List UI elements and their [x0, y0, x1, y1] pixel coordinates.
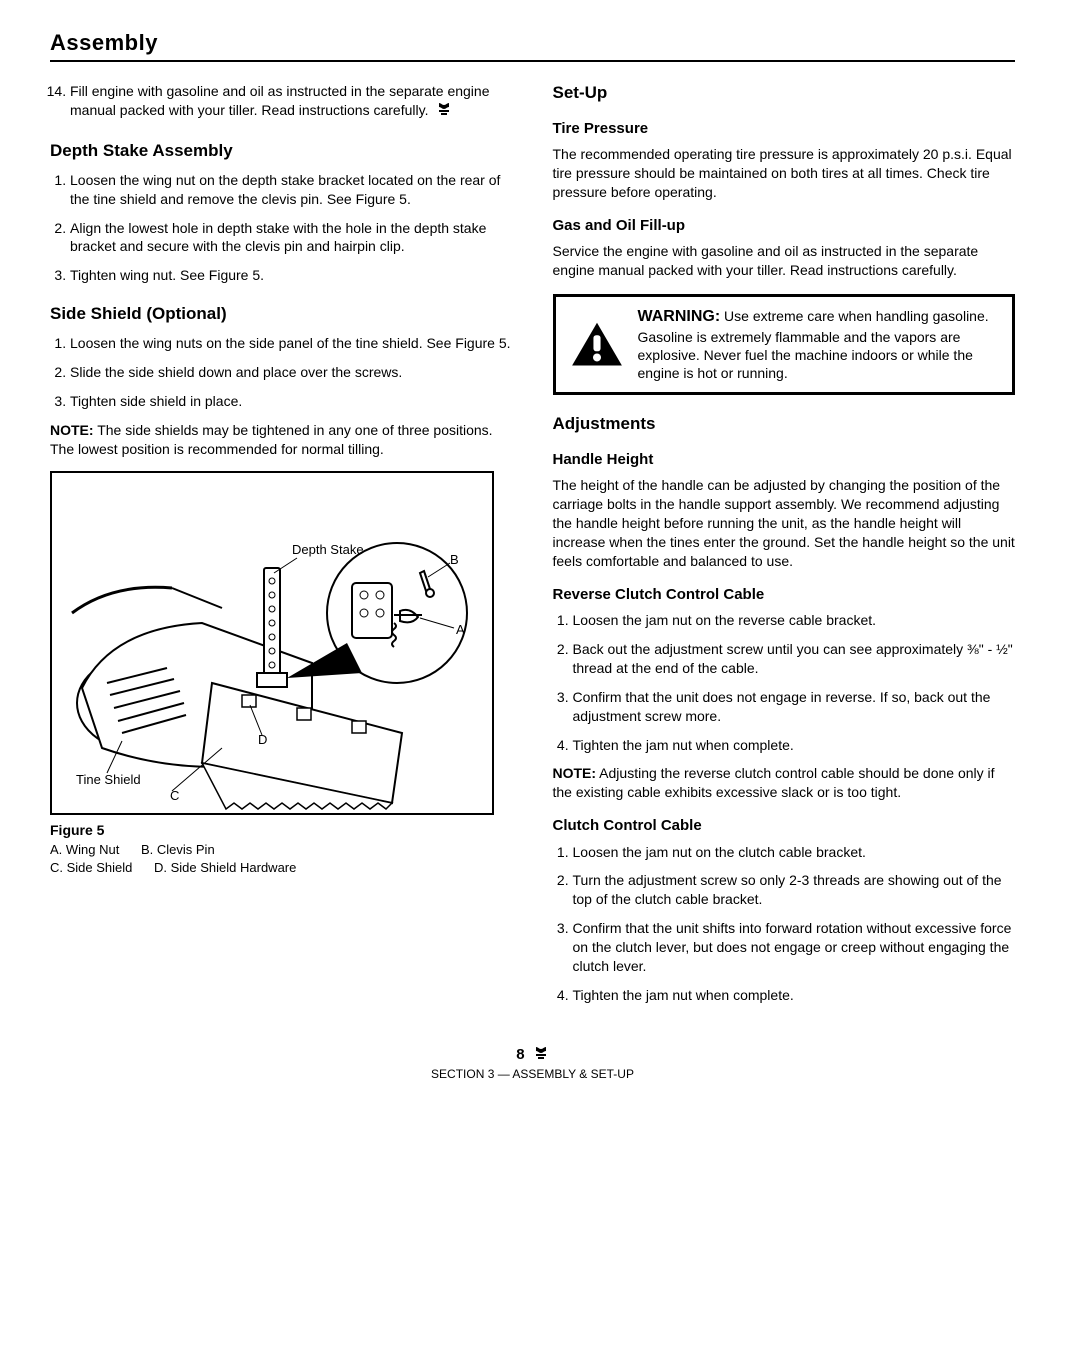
legend-d: D. Side Shield Hardware [154, 859, 296, 877]
rev-item-2: Back out the adjustment screw until you … [573, 640, 1016, 678]
heading-tire: Tire Pressure [553, 119, 1016, 139]
heading-adjustments: Adjustments [553, 413, 1016, 436]
legend-c: C. Side Shield [50, 859, 132, 877]
left-column: Fill engine with gasoline and oil as ins… [50, 82, 513, 1015]
fig-label-c: C [170, 787, 179, 805]
step-14-text: Fill engine with gasoline and oil as ins… [70, 83, 490, 118]
warning-box: WARNING: Use extreme care when handling … [553, 294, 1016, 395]
heading-handle: Handle Height [553, 450, 1016, 470]
depth-item-3: Tighten wing nut. See Figure 5. [70, 266, 513, 285]
step-14: Fill engine with gasoline and oil as ins… [70, 82, 513, 122]
right-column: Set-Up Tire Pressure The recommended ope… [553, 82, 1016, 1015]
logo-icon [436, 101, 452, 122]
footer-logo-icon [533, 1045, 549, 1065]
depth-item-2: Align the lowest hole in depth stake wit… [70, 219, 513, 257]
reverse-note: NOTE: Adjusting the reverse clutch contr… [553, 764, 1016, 802]
clutch-item-2: Turn the adjustment screw so only 2-3 th… [573, 871, 1016, 909]
heading-clutch: Clutch Control Cable [553, 816, 1016, 836]
note-text: The side shields may be tightened in any… [50, 422, 493, 457]
section-title: Assembly [50, 30, 1015, 56]
figure-5: Depth Stake B A Tine Shield C D [50, 471, 494, 815]
fig-label-d: D [258, 731, 267, 749]
clutch-item-3: Confirm that the unit shifts into forwar… [573, 919, 1016, 976]
footer-section: SECTION 3 — ASSEMBLY & SET-UP [50, 1067, 1015, 1081]
warning-title: WARNING: [638, 308, 721, 325]
heading-side-shield: Side Shield (Optional) [50, 303, 513, 326]
rev-item-1: Loosen the jam nut on the reverse cable … [573, 611, 1016, 630]
page-footer: 8 SECTION 3 — ASSEMBLY & SET-UP [50, 1045, 1015, 1081]
note-label-2: NOTE: [553, 765, 597, 781]
side-item-2: Slide the side shield down and place ove… [70, 363, 513, 382]
clutch-item-1: Loosen the jam nut on the clutch cable b… [573, 843, 1016, 862]
legend-a: A. Wing Nut [50, 841, 119, 859]
rev-item-3: Confirm that the unit does not engage in… [573, 688, 1016, 726]
handle-text: The height of the handle can be adjusted… [553, 476, 1016, 570]
page-number: 8 [516, 1046, 524, 1063]
heading-depth-stake: Depth Stake Assembly [50, 140, 513, 163]
legend-b: B. Clevis Pin [141, 841, 215, 859]
side-item-3: Tighten side shield in place. [70, 392, 513, 411]
divider [50, 60, 1015, 62]
figure-caption: Figure 5 [50, 821, 513, 840]
figure-legend: A. Wing Nut B. Clevis Pin C. Side Shield… [50, 841, 513, 876]
fig-label-depth: Depth Stake [292, 541, 364, 559]
rev-item-4: Tighten the jam nut when complete. [573, 736, 1016, 755]
note-label: NOTE: [50, 422, 94, 438]
heading-reverse: Reverse Clutch Control Cable [553, 585, 1016, 605]
clutch-item-4: Tighten the jam nut when complete. [573, 986, 1016, 1005]
side-item-1: Loosen the wing nuts on the side panel o… [70, 334, 513, 353]
side-shield-note: NOTE: The side shields may be tightened … [50, 421, 513, 459]
fig-label-b: B [450, 551, 459, 569]
depth-item-1: Loosen the wing nut on the depth stake b… [70, 171, 513, 209]
gas-text: Service the engine with gasoline and oil… [553, 242, 1016, 280]
note-text-2: Adjusting the reverse clutch control cab… [553, 765, 995, 800]
fig-label-tine: Tine Shield [76, 771, 141, 789]
warning-icon [570, 321, 624, 369]
tire-text: The recommended operating tire pressure … [553, 145, 1016, 202]
heading-gas: Gas and Oil Fill-up [553, 216, 1016, 236]
fig-label-a: A [456, 621, 465, 639]
heading-setup: Set-Up [553, 82, 1016, 105]
